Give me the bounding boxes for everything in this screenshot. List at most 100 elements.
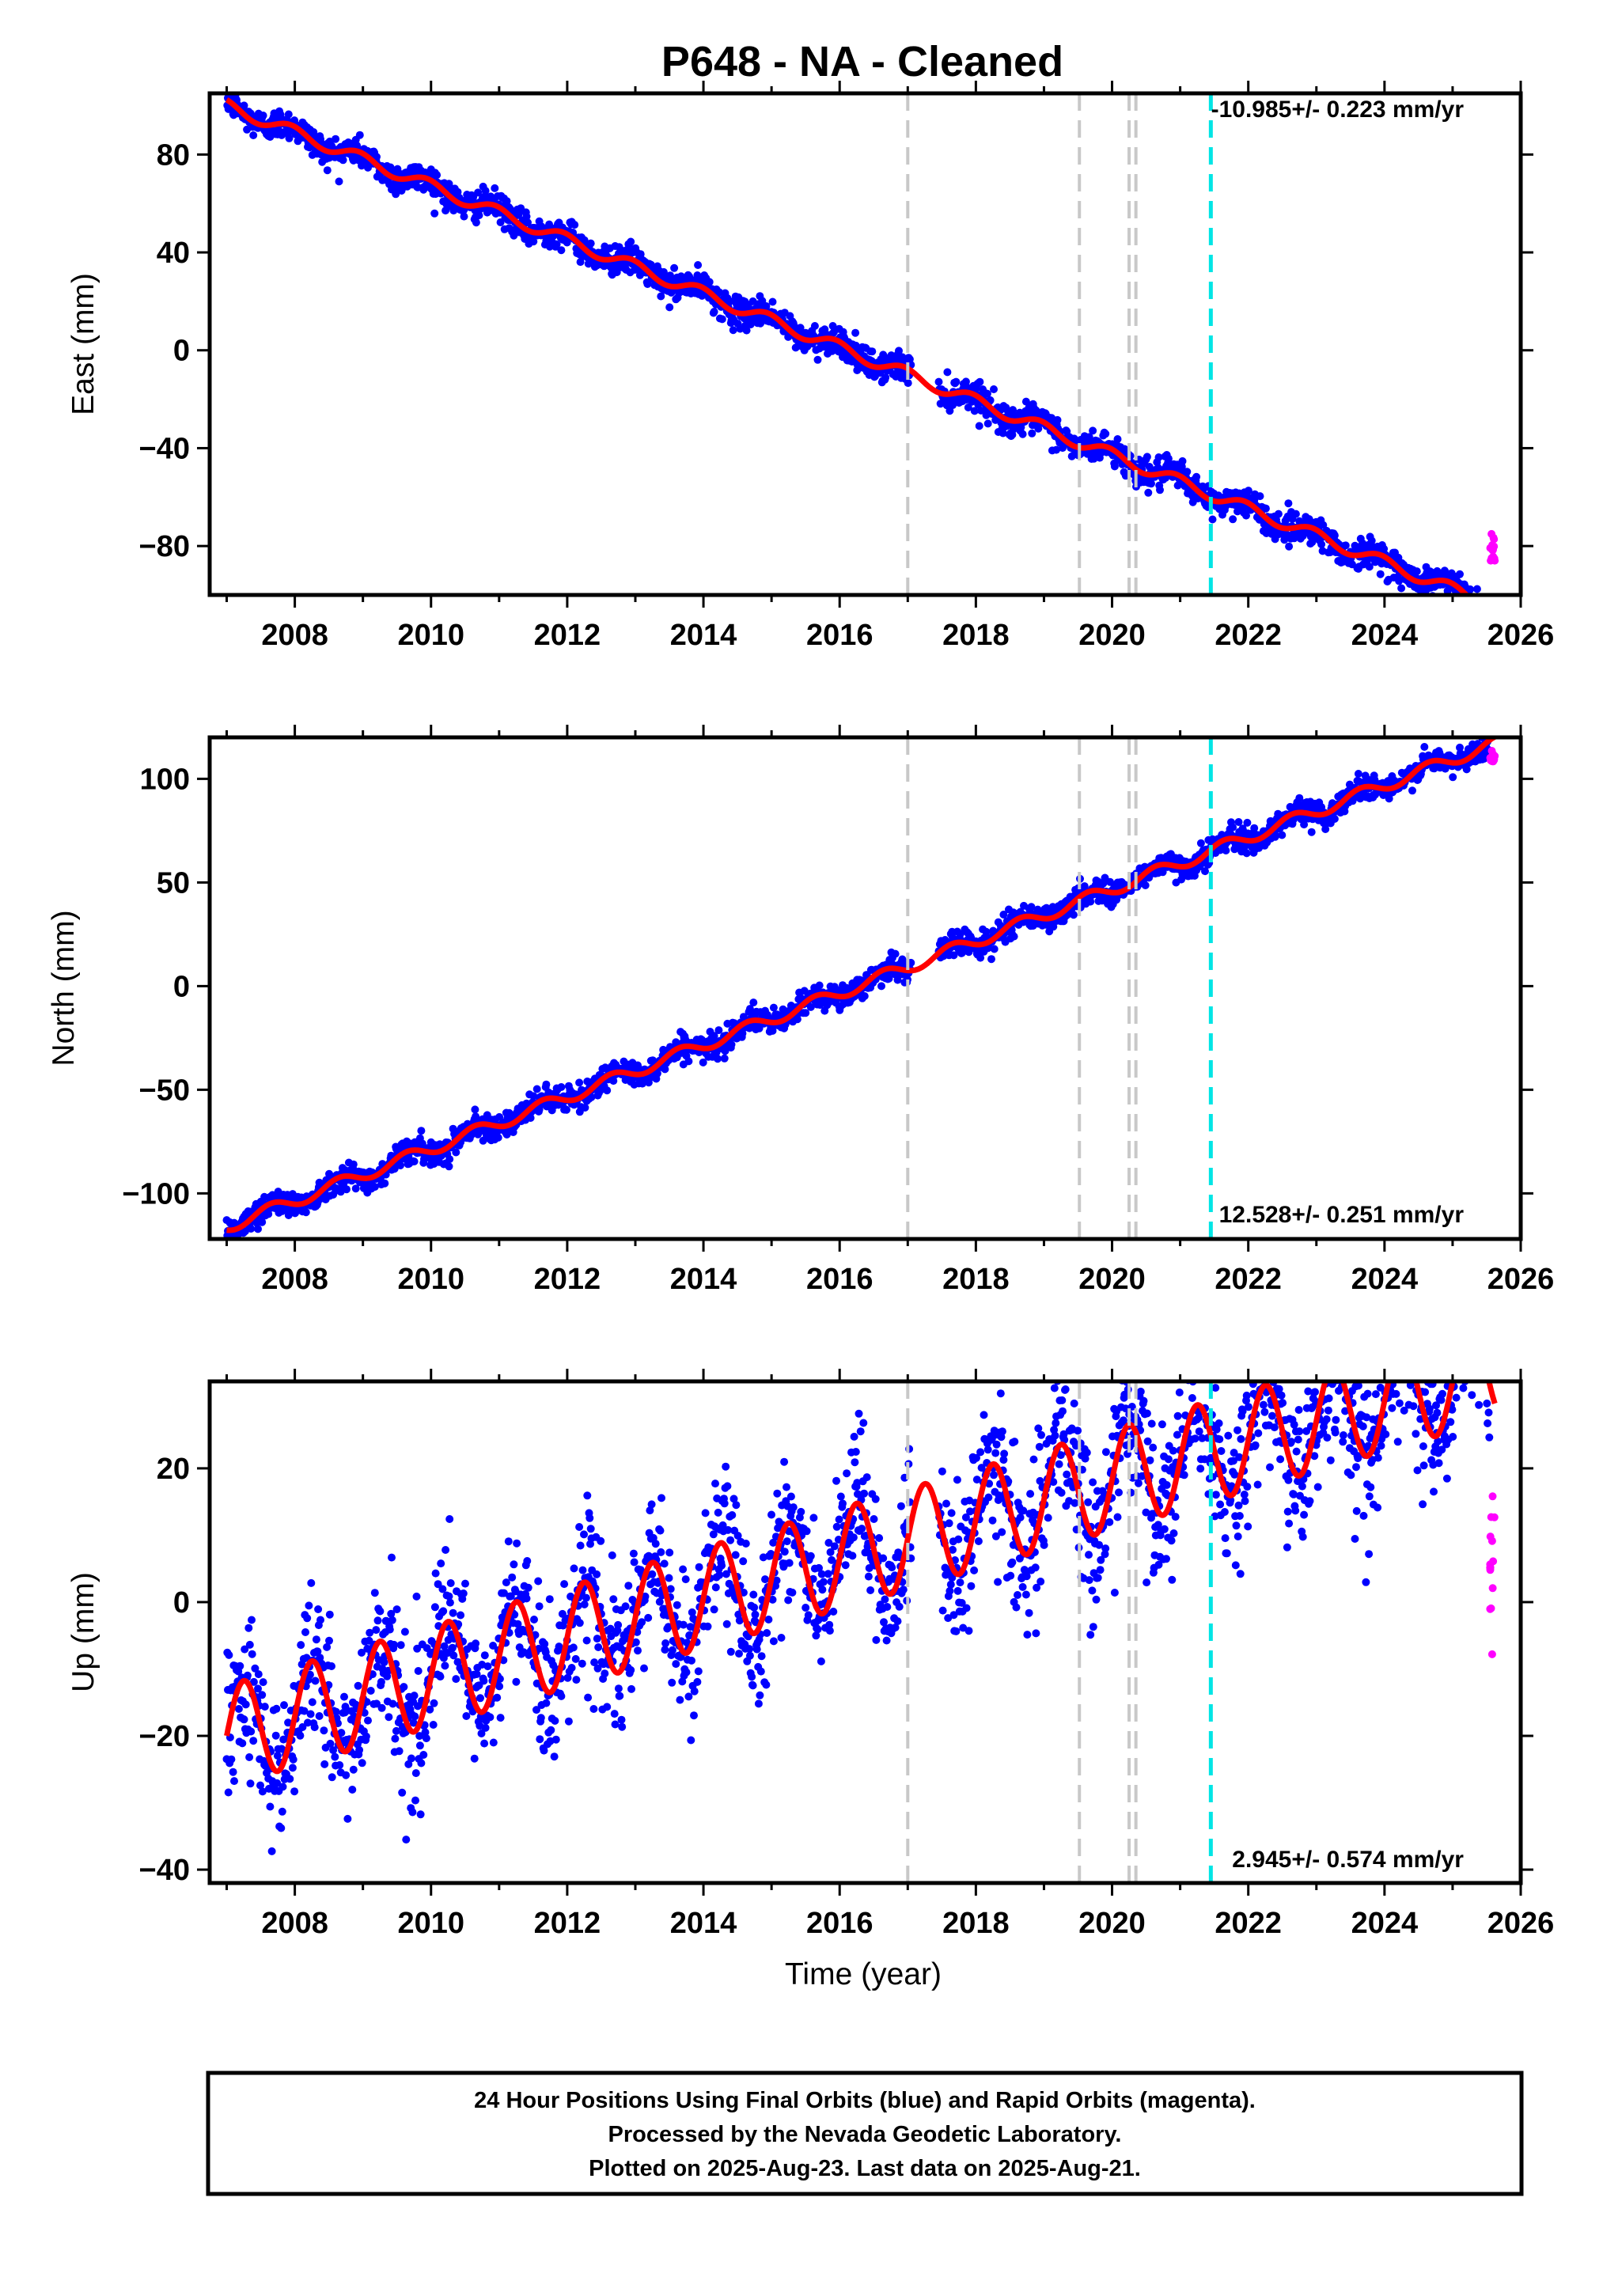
data-point xyxy=(1156,486,1164,494)
data-point xyxy=(402,1836,411,1844)
data-point xyxy=(479,1677,488,1685)
data-point xyxy=(373,1616,382,1625)
data-point xyxy=(437,1559,445,1568)
data-point xyxy=(587,1093,596,1101)
x-tick-label: 2022 xyxy=(1215,1263,1282,1296)
y-tick-label: 0 xyxy=(173,970,190,1003)
data-point xyxy=(343,1814,352,1823)
data-point xyxy=(1466,585,1475,593)
north-rate-label: 12.528+/- 0.251 mm/yr xyxy=(1219,1202,1465,1228)
data-point xyxy=(241,1700,250,1709)
data-point xyxy=(749,998,758,1007)
x-tick-label: 2016 xyxy=(806,1263,874,1296)
north-y-axis-label: North (mm) xyxy=(47,910,81,1066)
data-point xyxy=(323,166,332,175)
data-point xyxy=(522,212,531,221)
data-point xyxy=(284,110,293,119)
y-tick-label: −50 xyxy=(139,1074,190,1107)
data-point xyxy=(1482,606,1490,614)
east-panel: 2008 2010 2012 2014 2016 2018 2020 2022 2024 2026… xyxy=(66,81,1555,652)
rapid-data-point xyxy=(1487,529,1496,538)
data-point xyxy=(1480,601,1488,608)
east-rapid-orbit-points xyxy=(1486,529,1499,565)
data-point xyxy=(1319,521,1328,529)
x-tick-label: 2018 xyxy=(942,619,1010,652)
data-point xyxy=(1113,435,1122,443)
data-point xyxy=(768,297,777,306)
x-tick-label: 2014 xyxy=(670,1263,737,1296)
x-tick-label: 2012 xyxy=(534,619,601,652)
data-point xyxy=(445,1598,454,1607)
data-point xyxy=(627,237,635,246)
data-point xyxy=(480,1739,489,1748)
data-point xyxy=(1069,911,1078,919)
data-point xyxy=(1475,605,1483,613)
data-point xyxy=(297,1641,305,1650)
data-point xyxy=(1474,611,1482,619)
data-point xyxy=(1154,464,1162,472)
data-point xyxy=(247,1727,256,1736)
x-tick-label: 2010 xyxy=(397,619,464,652)
data-point xyxy=(508,1573,517,1582)
data-point xyxy=(961,377,970,386)
data-point xyxy=(258,1218,267,1226)
data-point xyxy=(320,1726,328,1735)
data-point xyxy=(445,1515,454,1523)
data-point xyxy=(377,1703,386,1712)
data-point xyxy=(460,212,468,221)
data-point xyxy=(277,1824,286,1832)
data-point xyxy=(1196,839,1205,847)
data-point xyxy=(296,1731,305,1740)
data-point xyxy=(354,1681,362,1690)
x-tick-label: 2026 xyxy=(1487,619,1555,652)
data-point xyxy=(470,1754,479,1763)
data-point xyxy=(943,368,952,377)
data-point xyxy=(715,288,724,297)
data-point xyxy=(358,1759,366,1767)
east-y-axis-label: East (mm) xyxy=(66,273,100,415)
data-point xyxy=(1291,510,1300,518)
data-point xyxy=(727,1040,736,1049)
up-plot-area xyxy=(222,1381,1499,1883)
data-point xyxy=(522,1594,531,1603)
data-point xyxy=(502,197,511,206)
data-point xyxy=(1485,602,1493,610)
data-point xyxy=(373,153,381,161)
data-point xyxy=(276,110,285,119)
data-point xyxy=(1476,606,1484,614)
data-point xyxy=(1449,773,1457,782)
data-point xyxy=(429,1721,438,1729)
data-point xyxy=(1470,604,1478,612)
data-point xyxy=(229,1767,237,1776)
data-point xyxy=(230,1777,238,1786)
data-point xyxy=(1089,426,1097,435)
data-point xyxy=(328,1773,336,1782)
data-point xyxy=(1468,597,1476,604)
data-point xyxy=(398,1788,407,1797)
data-point xyxy=(249,131,258,139)
north-panel: 2008 2010 2012 2014 2016 2018 2020 2022 2024 2026… xyxy=(47,725,1554,1296)
data-point xyxy=(246,1779,255,1788)
data-point xyxy=(407,1754,415,1763)
data-point xyxy=(810,322,819,330)
data-point xyxy=(414,1667,423,1675)
data-point xyxy=(586,239,595,248)
data-point xyxy=(895,347,903,355)
data-point xyxy=(1479,612,1487,619)
data-point xyxy=(259,1678,267,1687)
data-point xyxy=(483,1662,492,1671)
data-point xyxy=(408,1808,417,1817)
data-point xyxy=(366,1687,375,1695)
data-point xyxy=(439,1607,448,1616)
data-point xyxy=(248,1650,256,1658)
data-point xyxy=(904,379,912,388)
data-point xyxy=(419,1751,428,1759)
data-point xyxy=(390,1640,398,1649)
data-point xyxy=(603,1086,612,1095)
data-point xyxy=(279,1783,287,1791)
x-tick-label: 2020 xyxy=(1078,1263,1146,1296)
data-point xyxy=(475,211,483,220)
data-point xyxy=(288,1764,297,1772)
data-point xyxy=(1408,786,1416,795)
data-point xyxy=(417,1759,426,1767)
